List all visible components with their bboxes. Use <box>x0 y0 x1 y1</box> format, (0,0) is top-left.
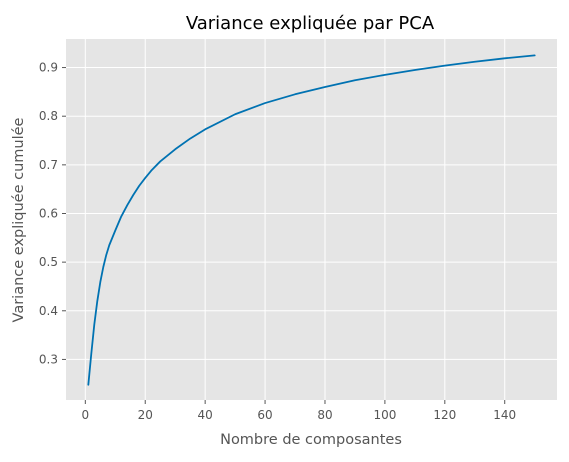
y-tick-label: 0.9 <box>39 61 58 75</box>
plot-area <box>66 39 557 400</box>
x-tick-label: 60 <box>257 408 272 422</box>
axes: 0 20 40 60 80 100 120 140 0.3 0.4 0.5 0.6 0.7 0.8 0.9 <box>39 61 516 422</box>
y-tick-label: 0.5 <box>39 255 58 269</box>
x-tick-label: 80 <box>317 408 332 422</box>
y-tick-label: 0.8 <box>39 109 58 123</box>
x-tick-label: 100 <box>373 408 396 422</box>
x-tick-label: 0 <box>82 408 90 422</box>
y-axis-label: Variance expliquée cumulée <box>11 117 27 322</box>
x-axis-label: Nombre de composantes <box>220 432 402 448</box>
y-tick-label: 0.7 <box>39 158 58 172</box>
y-tick-label: 0.3 <box>39 352 58 366</box>
x-tick-label: 20 <box>138 408 153 422</box>
chart-title: Variance expliquée par PCA <box>186 13 435 34</box>
x-tick-label: 40 <box>198 408 213 422</box>
y-tick-label: 0.4 <box>39 304 58 318</box>
x-tick-label: 140 <box>493 408 516 422</box>
series-line <box>87 54 536 386</box>
series-layer <box>87 54 536 386</box>
x-tick-label: 120 <box>433 408 456 422</box>
grid-lines <box>66 39 557 400</box>
y-tick-label: 0.6 <box>39 206 58 220</box>
